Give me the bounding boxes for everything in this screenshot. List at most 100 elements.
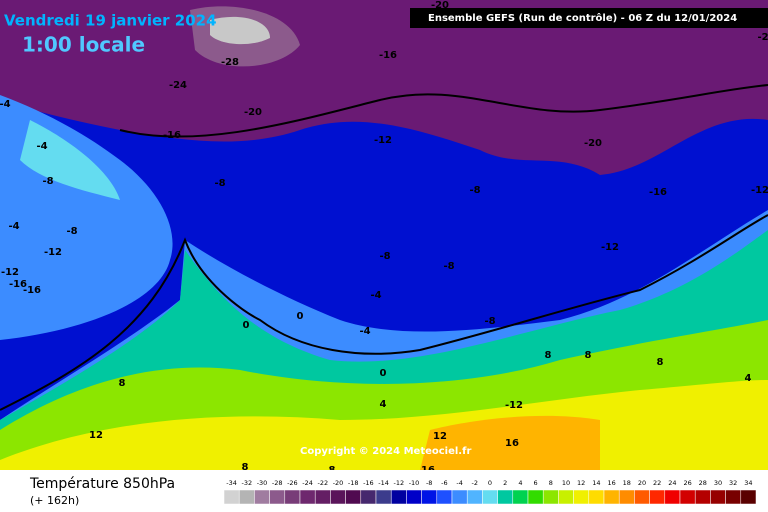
legend-value: -32 (241, 479, 252, 487)
contour-label: -2 (757, 32, 768, 43)
legend-swatch (649, 489, 666, 505)
contour-label: 8 (545, 350, 552, 361)
legend-swatch (254, 489, 270, 505)
legend-value: -6 (441, 479, 447, 487)
legend-value: 8 (549, 479, 553, 487)
contour-label: -4 (359, 326, 370, 337)
contour-label: 4 (380, 399, 387, 410)
contour-label: -8 (42, 176, 53, 187)
legend-swatch (740, 489, 757, 505)
legend-swatch (542, 489, 559, 505)
contour-label: -12 (751, 185, 768, 196)
contour-label: 12 (433, 431, 447, 442)
copyright: Copyright © 2024 Meteociel.fr (300, 446, 471, 457)
legend-value: -30 (257, 479, 268, 487)
legend-value: -4 (456, 479, 462, 487)
contour-label: -16 (23, 285, 41, 296)
legend-swatch (375, 489, 392, 505)
run-info: Ensemble GEFS (Run de contrôle) - 06 Z d… (428, 12, 737, 24)
legend-swatch (466, 489, 483, 505)
contour-label: -16 (163, 130, 181, 141)
contour-label: -8 (379, 251, 390, 262)
legend-value: -16 (363, 479, 374, 487)
legend-swatch (390, 489, 407, 505)
run-box (410, 8, 768, 28)
legend-value: 24 (668, 479, 676, 487)
warmest-region (420, 415, 600, 470)
legend-swatch (345, 489, 362, 505)
legend-value: -14 (378, 479, 389, 487)
legend-value: 28 (699, 479, 707, 487)
contour-label: -8 (214, 178, 225, 189)
contour-label: -4 (8, 221, 19, 232)
legend-swatch (284, 489, 301, 505)
legend-swatch (497, 489, 514, 505)
legend-value: -2 (472, 479, 478, 487)
contour-label: 16 (505, 438, 519, 449)
legend-swatch (725, 489, 742, 505)
legend-swatch (406, 489, 422, 505)
contour-label: 4 (745, 373, 752, 384)
legend-swatch (482, 489, 498, 505)
legend-value: 26 (683, 479, 691, 487)
footer-label: Température 850hPa (29, 476, 175, 492)
legend-swatch (269, 489, 286, 505)
contour-labels: -20-16-28-24-20-16 -12 -20-16 -12-8-8-8-4-4… (0, 0, 768, 476)
legend-swatch (512, 489, 529, 505)
zero-isotherm (0, 214, 768, 411)
contour-label: 8 (119, 378, 126, 389)
contour-label: -12 (1, 267, 19, 278)
legend-value: 16 (607, 479, 615, 487)
legend-value: -10 (409, 479, 420, 487)
legend-value: 2 (503, 479, 507, 487)
isotherm (119, 84, 768, 138)
legend-value: 6 (534, 479, 538, 487)
legend-swatch (223, 489, 240, 505)
legend-swatch (664, 489, 681, 505)
contour-label: -20 (431, 0, 449, 11)
contour-label: 8 (585, 350, 592, 361)
contour-label: -4 (0, 99, 11, 110)
coldest-core (210, 16, 270, 45)
contour-label: 0 (380, 368, 387, 379)
contour-label: -20 (584, 138, 602, 149)
legend-swatch (679, 489, 696, 505)
legend-swatch (314, 489, 331, 505)
legend-swatch (421, 489, 438, 505)
contour-label: -16 (649, 187, 667, 198)
legend-value: 0 (488, 479, 492, 487)
legend-value: 4 (518, 479, 522, 487)
legend-swatch (451, 489, 468, 505)
legend-value: -8 (426, 479, 432, 487)
title: Vendredi 19 janvier 2024 (4, 12, 217, 30)
legend-swatch (694, 489, 711, 505)
contour-label: -4 (370, 290, 381, 301)
legend-value: 10 (562, 479, 570, 487)
contour-label: -12 (374, 135, 392, 146)
contour-label: -8 (66, 226, 77, 237)
contour-label: -16 (379, 50, 397, 61)
legend-swatch (618, 489, 635, 505)
legend-value: 14 (592, 479, 600, 487)
legend-swatch (710, 489, 726, 505)
legend-value: 30 (714, 479, 722, 487)
contour-label: -28 (221, 57, 239, 68)
legend-value: -22 (317, 479, 328, 487)
legend-swatch (330, 489, 346, 505)
contour-label: -4 (36, 141, 47, 152)
contour-label: -12 (44, 247, 62, 258)
legend-swatch (527, 489, 544, 505)
contour-label: 12 (89, 430, 103, 441)
legend-value: 18 (623, 479, 631, 487)
legend-swatch (238, 489, 255, 505)
legend: -34 -32 -30 -28 -26 -24 -22 -20 -18 -16 -14 -12 -10-… (223, 479, 757, 505)
contour-label: -8 (484, 316, 495, 327)
cold-region (0, 0, 768, 175)
contour-label: -12 (505, 400, 523, 411)
time: 1:00 locale (22, 33, 145, 57)
legend-swatch (588, 489, 605, 505)
legend-swatch (603, 489, 620, 505)
legend-value: 22 (653, 479, 661, 487)
legend-value: -18 (348, 479, 359, 487)
